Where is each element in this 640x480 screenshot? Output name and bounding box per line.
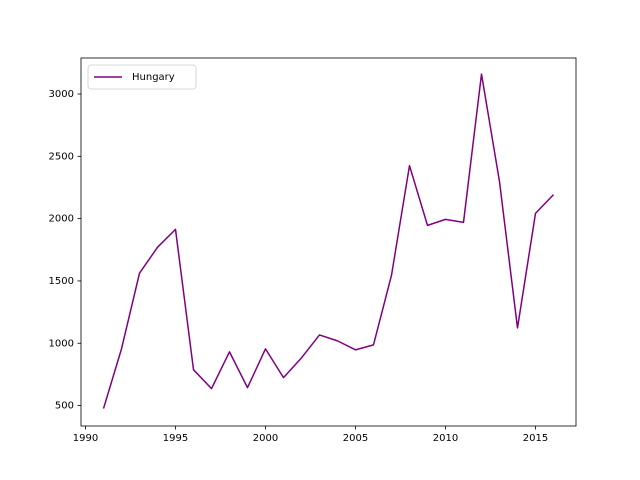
y-tick-label: 2500	[49, 151, 74, 162]
axes-frame	[80, 57, 577, 427]
y-tick-label: 1000	[49, 338, 74, 349]
x-tick-label: 1995	[163, 433, 188, 444]
x-tick-label: 2000	[253, 433, 278, 444]
x-tick-label: 1990	[73, 433, 98, 444]
y-tick-label: 2000	[49, 214, 74, 225]
y-tick-label: 3000	[49, 89, 74, 100]
x-tick-label: 2015	[523, 433, 548, 444]
legend-label: Hungary	[132, 72, 175, 83]
y-tick-label: 1500	[49, 276, 74, 287]
line	[102, 73, 555, 409]
legend-box	[87, 64, 197, 90]
x-tick-label: 2005	[343, 433, 368, 444]
x-tick-label: 2010	[433, 433, 458, 444]
y-tick-label: 500	[55, 401, 74, 412]
